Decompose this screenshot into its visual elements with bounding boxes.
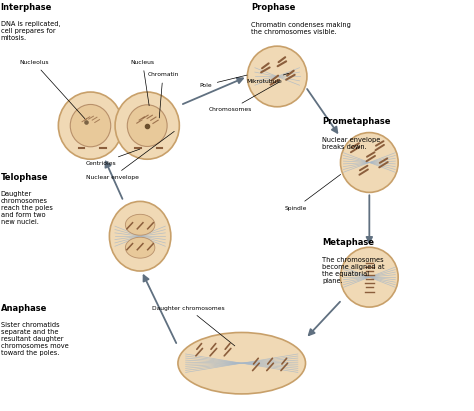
Ellipse shape: [178, 332, 306, 394]
Text: Prophase: Prophase: [251, 3, 296, 12]
Text: Interphase: Interphase: [0, 3, 52, 12]
Text: Chromatin: Chromatin: [147, 72, 179, 118]
Text: Sister chromatids
separate and the
resultant daughter
chromosomes move
toward th: Sister chromatids separate and the resul…: [0, 322, 68, 356]
Ellipse shape: [115, 92, 179, 159]
Text: Mikrotubule: Mikrotubule: [246, 73, 289, 83]
Text: Daughter chromosomes: Daughter chromosomes: [152, 306, 235, 346]
Text: Nucleolus: Nucleolus: [19, 60, 85, 119]
Text: Anaphase: Anaphase: [0, 304, 47, 313]
Text: Nuclear envelope: Nuclear envelope: [86, 132, 174, 180]
Text: Daughter
chromosomes
reach the poles
and form two
new nuclei.: Daughter chromosomes reach the poles and…: [0, 191, 53, 225]
Ellipse shape: [247, 46, 307, 107]
Text: DNA is replicated,
cell prepares for
mitosis.: DNA is replicated, cell prepares for mit…: [0, 21, 60, 41]
Text: Telophase: Telophase: [0, 173, 48, 182]
Ellipse shape: [340, 133, 398, 192]
Text: The chromosomes
become aligned at
the equatorial
plane.: The chromosomes become aligned at the eq…: [322, 257, 384, 284]
Text: Prometaphase: Prometaphase: [322, 118, 391, 127]
Ellipse shape: [128, 105, 167, 146]
Text: Metaphase: Metaphase: [322, 238, 374, 247]
Text: Centrioles: Centrioles: [86, 149, 140, 166]
Ellipse shape: [58, 92, 123, 159]
Text: Chromosomes: Chromosomes: [209, 82, 280, 112]
Text: Pole: Pole: [199, 75, 247, 88]
Text: Chromatin condenses making
the chromosomes visible.: Chromatin condenses making the chromosom…: [251, 22, 351, 35]
Ellipse shape: [125, 237, 155, 258]
Ellipse shape: [109, 201, 171, 271]
Ellipse shape: [340, 247, 398, 307]
Text: Nucleus: Nucleus: [131, 60, 155, 106]
Text: Nuclear envelope
breaks down.: Nuclear envelope breaks down.: [322, 137, 381, 150]
Ellipse shape: [125, 214, 155, 235]
Text: Spindle: Spindle: [284, 174, 341, 210]
Ellipse shape: [70, 104, 111, 147]
